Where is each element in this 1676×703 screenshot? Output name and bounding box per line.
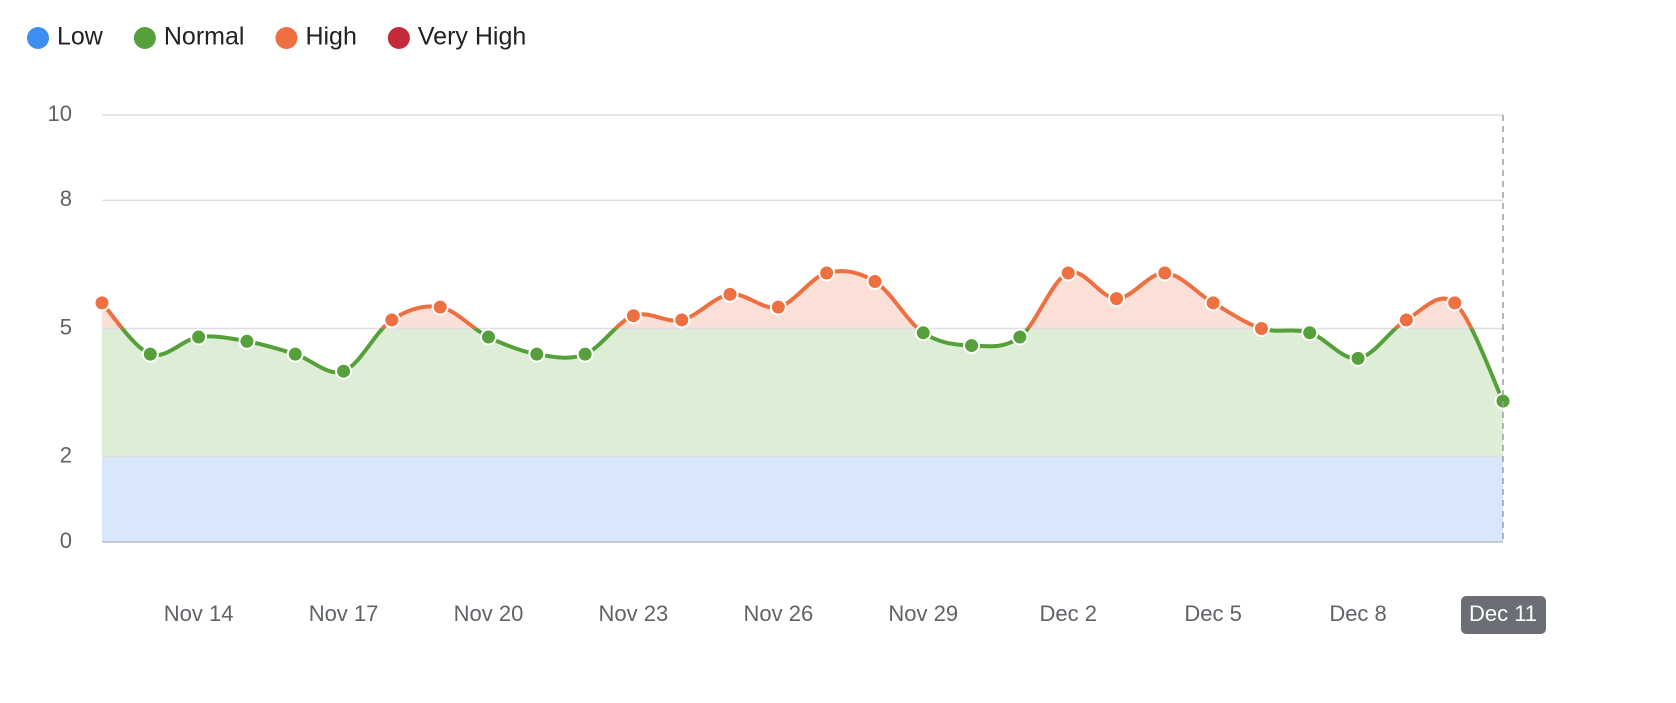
data-point	[1204, 294, 1222, 312]
data-point	[673, 311, 691, 329]
legend-label: High	[305, 23, 356, 51]
y-tick-label: 8	[60, 186, 72, 211]
data-point	[286, 345, 304, 363]
x-tick-label: Nov 14	[164, 601, 234, 626]
data-point	[479, 328, 497, 346]
axes: 0 2 5 8 10 Nov 14 Nov 17 Nov 20 Nov 23 Nov 26 Nov …	[48, 101, 1546, 634]
band-fill	[102, 456, 1503, 542]
data-point	[1252, 320, 1270, 337]
data-point	[1156, 264, 1174, 282]
legend-label: Low	[57, 23, 104, 51]
data-point	[624, 307, 642, 325]
data-point	[1059, 264, 1077, 282]
cursor-label-bg	[1461, 596, 1546, 634]
x-tick-label: Nov 29	[888, 601, 958, 626]
band-fill	[102, 328, 1503, 457]
x-tick-label: Dec 2	[1039, 601, 1096, 626]
data-point	[528, 345, 546, 363]
legend-swatch	[387, 27, 410, 49]
data-point	[1349, 349, 1367, 367]
data-point	[383, 311, 401, 329]
data-point	[1446, 294, 1464, 312]
legend-swatch	[133, 27, 156, 49]
y-tick-label: 2	[60, 442, 72, 467]
data-point	[141, 345, 159, 363]
x-tick-label: Nov 20	[454, 601, 524, 626]
legend-label: Very High	[418, 23, 526, 51]
legend-swatch	[275, 27, 298, 49]
data-point	[431, 298, 449, 316]
x-tick-label: Nov 17	[309, 601, 379, 626]
x-tick-label: Nov 23	[599, 601, 669, 626]
data-point	[1301, 324, 1319, 342]
data-point	[93, 294, 111, 312]
band-fill	[102, 271, 1503, 329]
y-tick-label: 5	[60, 314, 72, 339]
data-point	[721, 285, 739, 303]
band-fill	[102, 115, 1503, 200]
data-point	[1108, 290, 1126, 308]
data-point	[963, 337, 981, 355]
data-point	[818, 264, 836, 282]
legend-label: Normal	[164, 23, 245, 51]
data-point	[576, 345, 594, 363]
data-point	[1011, 328, 1029, 346]
x-tick-label: Dec 8	[1329, 601, 1386, 626]
y-tick-label: 0	[60, 528, 72, 553]
data-point	[238, 332, 256, 350]
points	[93, 264, 1512, 410]
x-tick-label: Nov 26	[743, 601, 813, 626]
series-line	[100, 269, 1474, 329]
data-point	[335, 362, 353, 380]
data-point	[190, 328, 208, 346]
data-point	[866, 273, 884, 291]
data-point	[769, 298, 787, 316]
legend-swatch	[27, 27, 49, 49]
data-point	[1397, 311, 1415, 329]
x-tick-label: Dec 11	[1469, 601, 1537, 626]
x-tick-label: Dec 5	[1184, 601, 1241, 626]
y-tick-label: 10	[48, 101, 72, 126]
data-point	[914, 324, 932, 342]
